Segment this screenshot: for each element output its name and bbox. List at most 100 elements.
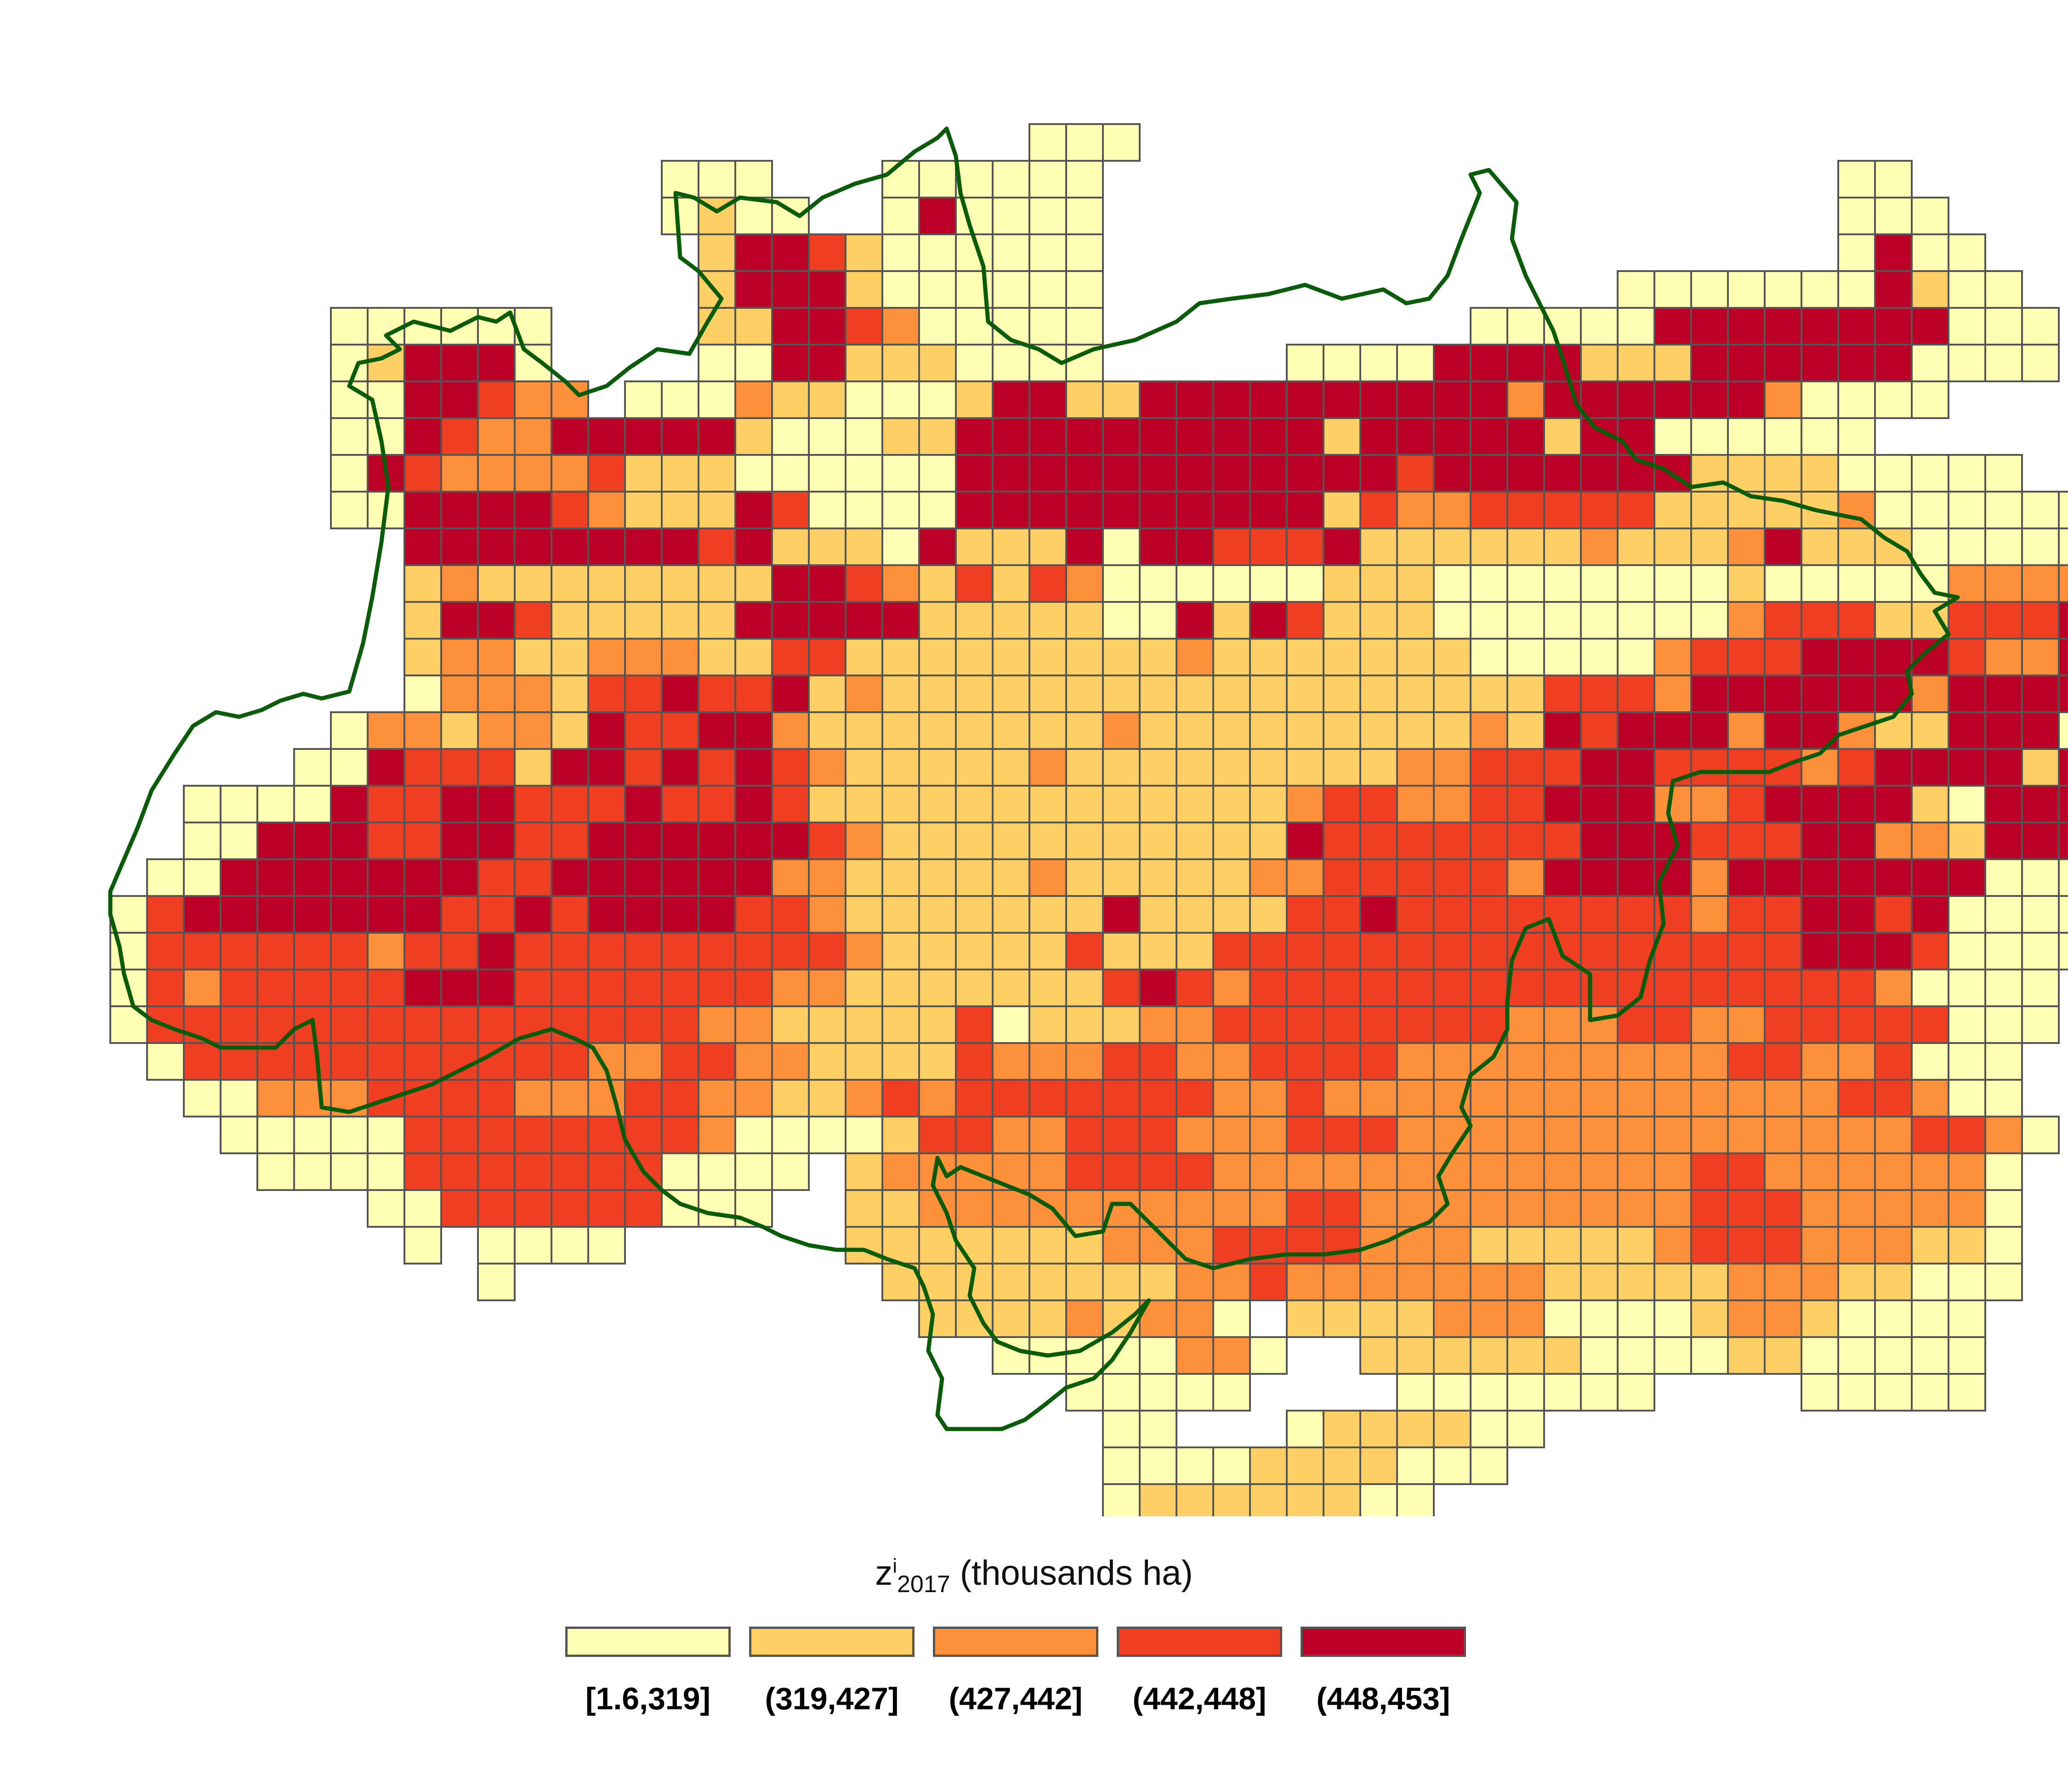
grid-cell (1249, 969, 1288, 1007)
grid-cell (845, 1116, 883, 1154)
grid-cell (1286, 564, 1324, 603)
grid-cell (918, 601, 957, 640)
grid-cell (1065, 564, 1104, 603)
grid-cell (330, 932, 369, 970)
grid-cell (1543, 785, 1582, 823)
legend-swatch-2 (749, 1627, 915, 1657)
grid-cell (1433, 1336, 1471, 1375)
grid-cell (1249, 785, 1288, 823)
grid-cell (1617, 675, 1655, 713)
grid-cell (918, 564, 957, 603)
grid-cell (1359, 417, 1398, 456)
grid-cell (1212, 969, 1251, 1007)
grid-cell (403, 1005, 442, 1044)
grid-cell (146, 858, 185, 897)
grid-cell (1102, 638, 1141, 676)
grid-cell (955, 822, 994, 860)
grid-cell (1653, 344, 1692, 382)
grid-cell (1837, 1336, 1876, 1375)
grid-cell (808, 895, 847, 934)
grid-cell (1874, 1079, 1913, 1117)
grid-cell (1028, 454, 1067, 493)
grid-cell (1249, 1483, 1288, 1516)
grid-cell (771, 307, 810, 346)
grid-cell (1764, 1005, 1802, 1044)
grid-cell (1506, 969, 1545, 1007)
grid-cell (587, 711, 626, 750)
grid-cell (881, 932, 920, 970)
grid-cell (1212, 675, 1251, 713)
grid-cell (1176, 969, 1214, 1007)
grid-cell (1323, 1483, 1361, 1516)
grid-cell (1433, 638, 1471, 676)
grid-cell (330, 1042, 369, 1081)
grid-cell (1874, 380, 1913, 419)
grid-cell (1764, 454, 1802, 493)
grid-cell (1323, 601, 1361, 640)
grid-cell (1359, 1410, 1398, 1448)
grid-cell (1470, 1226, 1508, 1265)
grid-cell (1506, 1116, 1545, 1154)
grid-cell (992, 932, 1030, 970)
grid-cell (1359, 1116, 1398, 1154)
grid-cell (1139, 1336, 1177, 1375)
grid-cell (403, 527, 442, 566)
grid-cell (734, 785, 773, 823)
grid-cell (1690, 380, 1729, 419)
grid-cell (1801, 380, 1839, 419)
grid-cell (1837, 601, 1876, 640)
grid-cell (403, 601, 442, 640)
grid-cell (514, 638, 552, 676)
grid-cell (1323, 1079, 1361, 1117)
grid-cell (1433, 1373, 1471, 1412)
grid-cell (808, 417, 847, 456)
grid-cell (1176, 675, 1214, 713)
grid-cell (1801, 307, 1839, 346)
grid-cell (1176, 1189, 1214, 1228)
grid-cell (1249, 932, 1288, 970)
grid-cell (1396, 601, 1435, 640)
grid-cell (1323, 748, 1361, 787)
grid-cell (1139, 932, 1177, 970)
grid-cell (1359, 1483, 1398, 1516)
grid-cell (771, 895, 810, 934)
grid-cell (1470, 527, 1508, 566)
grid-cell (1470, 675, 1508, 713)
grid-cell (1139, 822, 1177, 860)
grid-cell (330, 895, 369, 934)
grid-cell (1874, 1336, 1913, 1375)
grid-cell (698, 1152, 736, 1191)
grid-cell (1176, 1116, 1214, 1154)
grid-cell (1470, 454, 1508, 493)
grid-cell (1690, 1005, 1729, 1044)
grid-cell (918, 270, 957, 309)
grid-cell (992, 380, 1030, 419)
grid-cell (477, 1042, 516, 1081)
grid-cell (1212, 1152, 1251, 1191)
grid-cell (771, 491, 810, 529)
legend-title-subscript: 2017 (897, 1571, 950, 1598)
grid-cell (1984, 1005, 2023, 1044)
grid-cell (1948, 491, 1986, 529)
grid-cell (1617, 491, 1655, 529)
grid-cell (440, 527, 479, 566)
grid-cell (845, 307, 883, 346)
grid-cell (587, 969, 626, 1007)
grid-cell (1433, 527, 1471, 566)
grid-cell (1212, 895, 1251, 934)
grid-cell (1837, 527, 1876, 566)
grid-cell (551, 895, 589, 934)
grid-cell (1433, 344, 1471, 382)
legend-item-3: (427,442] (933, 1627, 1098, 1746)
grid-cell (881, 785, 920, 823)
grid-cell (367, 748, 405, 787)
grid-cell (918, 822, 957, 860)
grid-cell (1359, 1042, 1398, 1081)
grid-cell (1323, 1152, 1361, 1191)
grid-cell (734, 344, 773, 382)
grid-cell (1690, 1116, 1729, 1154)
grid-cell (1102, 1483, 1141, 1516)
grid-cell (1506, 1263, 1545, 1301)
grid-cell (1727, 895, 1766, 934)
grid-cell (734, 858, 773, 897)
